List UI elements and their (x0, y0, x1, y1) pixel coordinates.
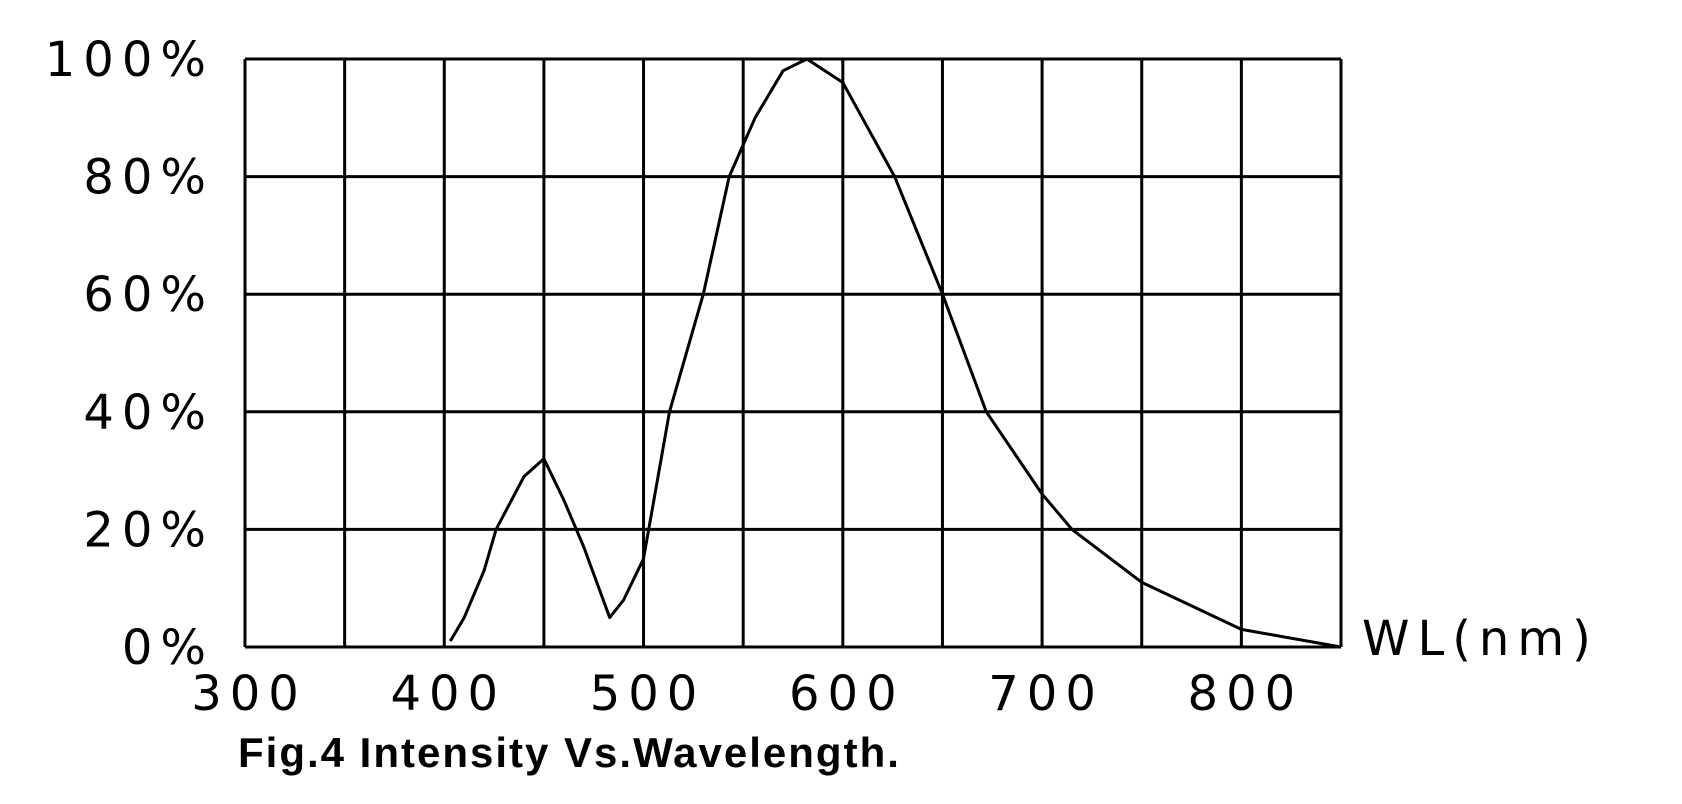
y-tick-label: 40% (83, 385, 214, 441)
x-tick-label: 600 (789, 666, 905, 722)
y-tick-label: 20% (83, 502, 214, 558)
x-tick-label: 300 (191, 666, 307, 722)
y-tick-label: 100% (45, 32, 214, 88)
x-tick-label: 400 (390, 666, 506, 722)
y-tick-label: 60% (83, 267, 214, 323)
x-tick-label: 500 (590, 666, 706, 722)
x-tick-label: 800 (1188, 666, 1304, 722)
y-tick-label: 80% (83, 150, 214, 206)
x-tick-label: 700 (988, 666, 1104, 722)
line-series (449, 57, 1342, 649)
y-tick-label: 0% (122, 620, 214, 676)
x-axis-label: WL(nm) (1362, 611, 1599, 667)
chart-title: Fig.4 Intensity Vs.Wavelength. (238, 729, 901, 776)
